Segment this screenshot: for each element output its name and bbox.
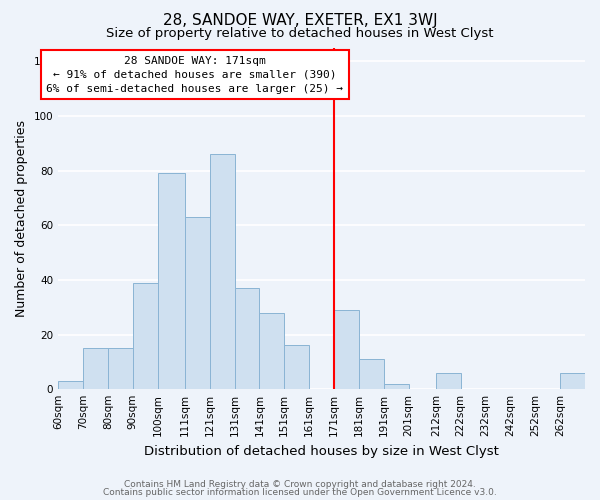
Bar	[259, 312, 284, 389]
Bar	[58, 381, 83, 389]
Bar	[436, 373, 461, 389]
Bar	[133, 282, 158, 389]
Text: 28 SANDOE WAY: 171sqm
← 91% of detached houses are smaller (390)
6% of semi-deta: 28 SANDOE WAY: 171sqm ← 91% of detached …	[46, 56, 343, 94]
Text: Contains public sector information licensed under the Open Government Licence v3: Contains public sector information licen…	[103, 488, 497, 497]
Bar	[359, 359, 384, 389]
Bar	[108, 348, 133, 389]
Bar	[560, 373, 585, 389]
Bar	[210, 154, 235, 389]
Bar	[235, 288, 259, 389]
Text: Contains HM Land Registry data © Crown copyright and database right 2024.: Contains HM Land Registry data © Crown c…	[124, 480, 476, 489]
Bar	[158, 173, 185, 389]
Bar	[83, 348, 108, 389]
Bar	[334, 310, 359, 389]
Bar	[284, 346, 309, 389]
Bar	[185, 217, 210, 389]
Y-axis label: Number of detached properties: Number of detached properties	[15, 120, 28, 317]
X-axis label: Distribution of detached houses by size in West Clyst: Distribution of detached houses by size …	[144, 444, 499, 458]
Text: 28, SANDOE WAY, EXETER, EX1 3WJ: 28, SANDOE WAY, EXETER, EX1 3WJ	[163, 12, 437, 28]
Bar	[384, 384, 409, 389]
Text: Size of property relative to detached houses in West Clyst: Size of property relative to detached ho…	[106, 28, 494, 40]
